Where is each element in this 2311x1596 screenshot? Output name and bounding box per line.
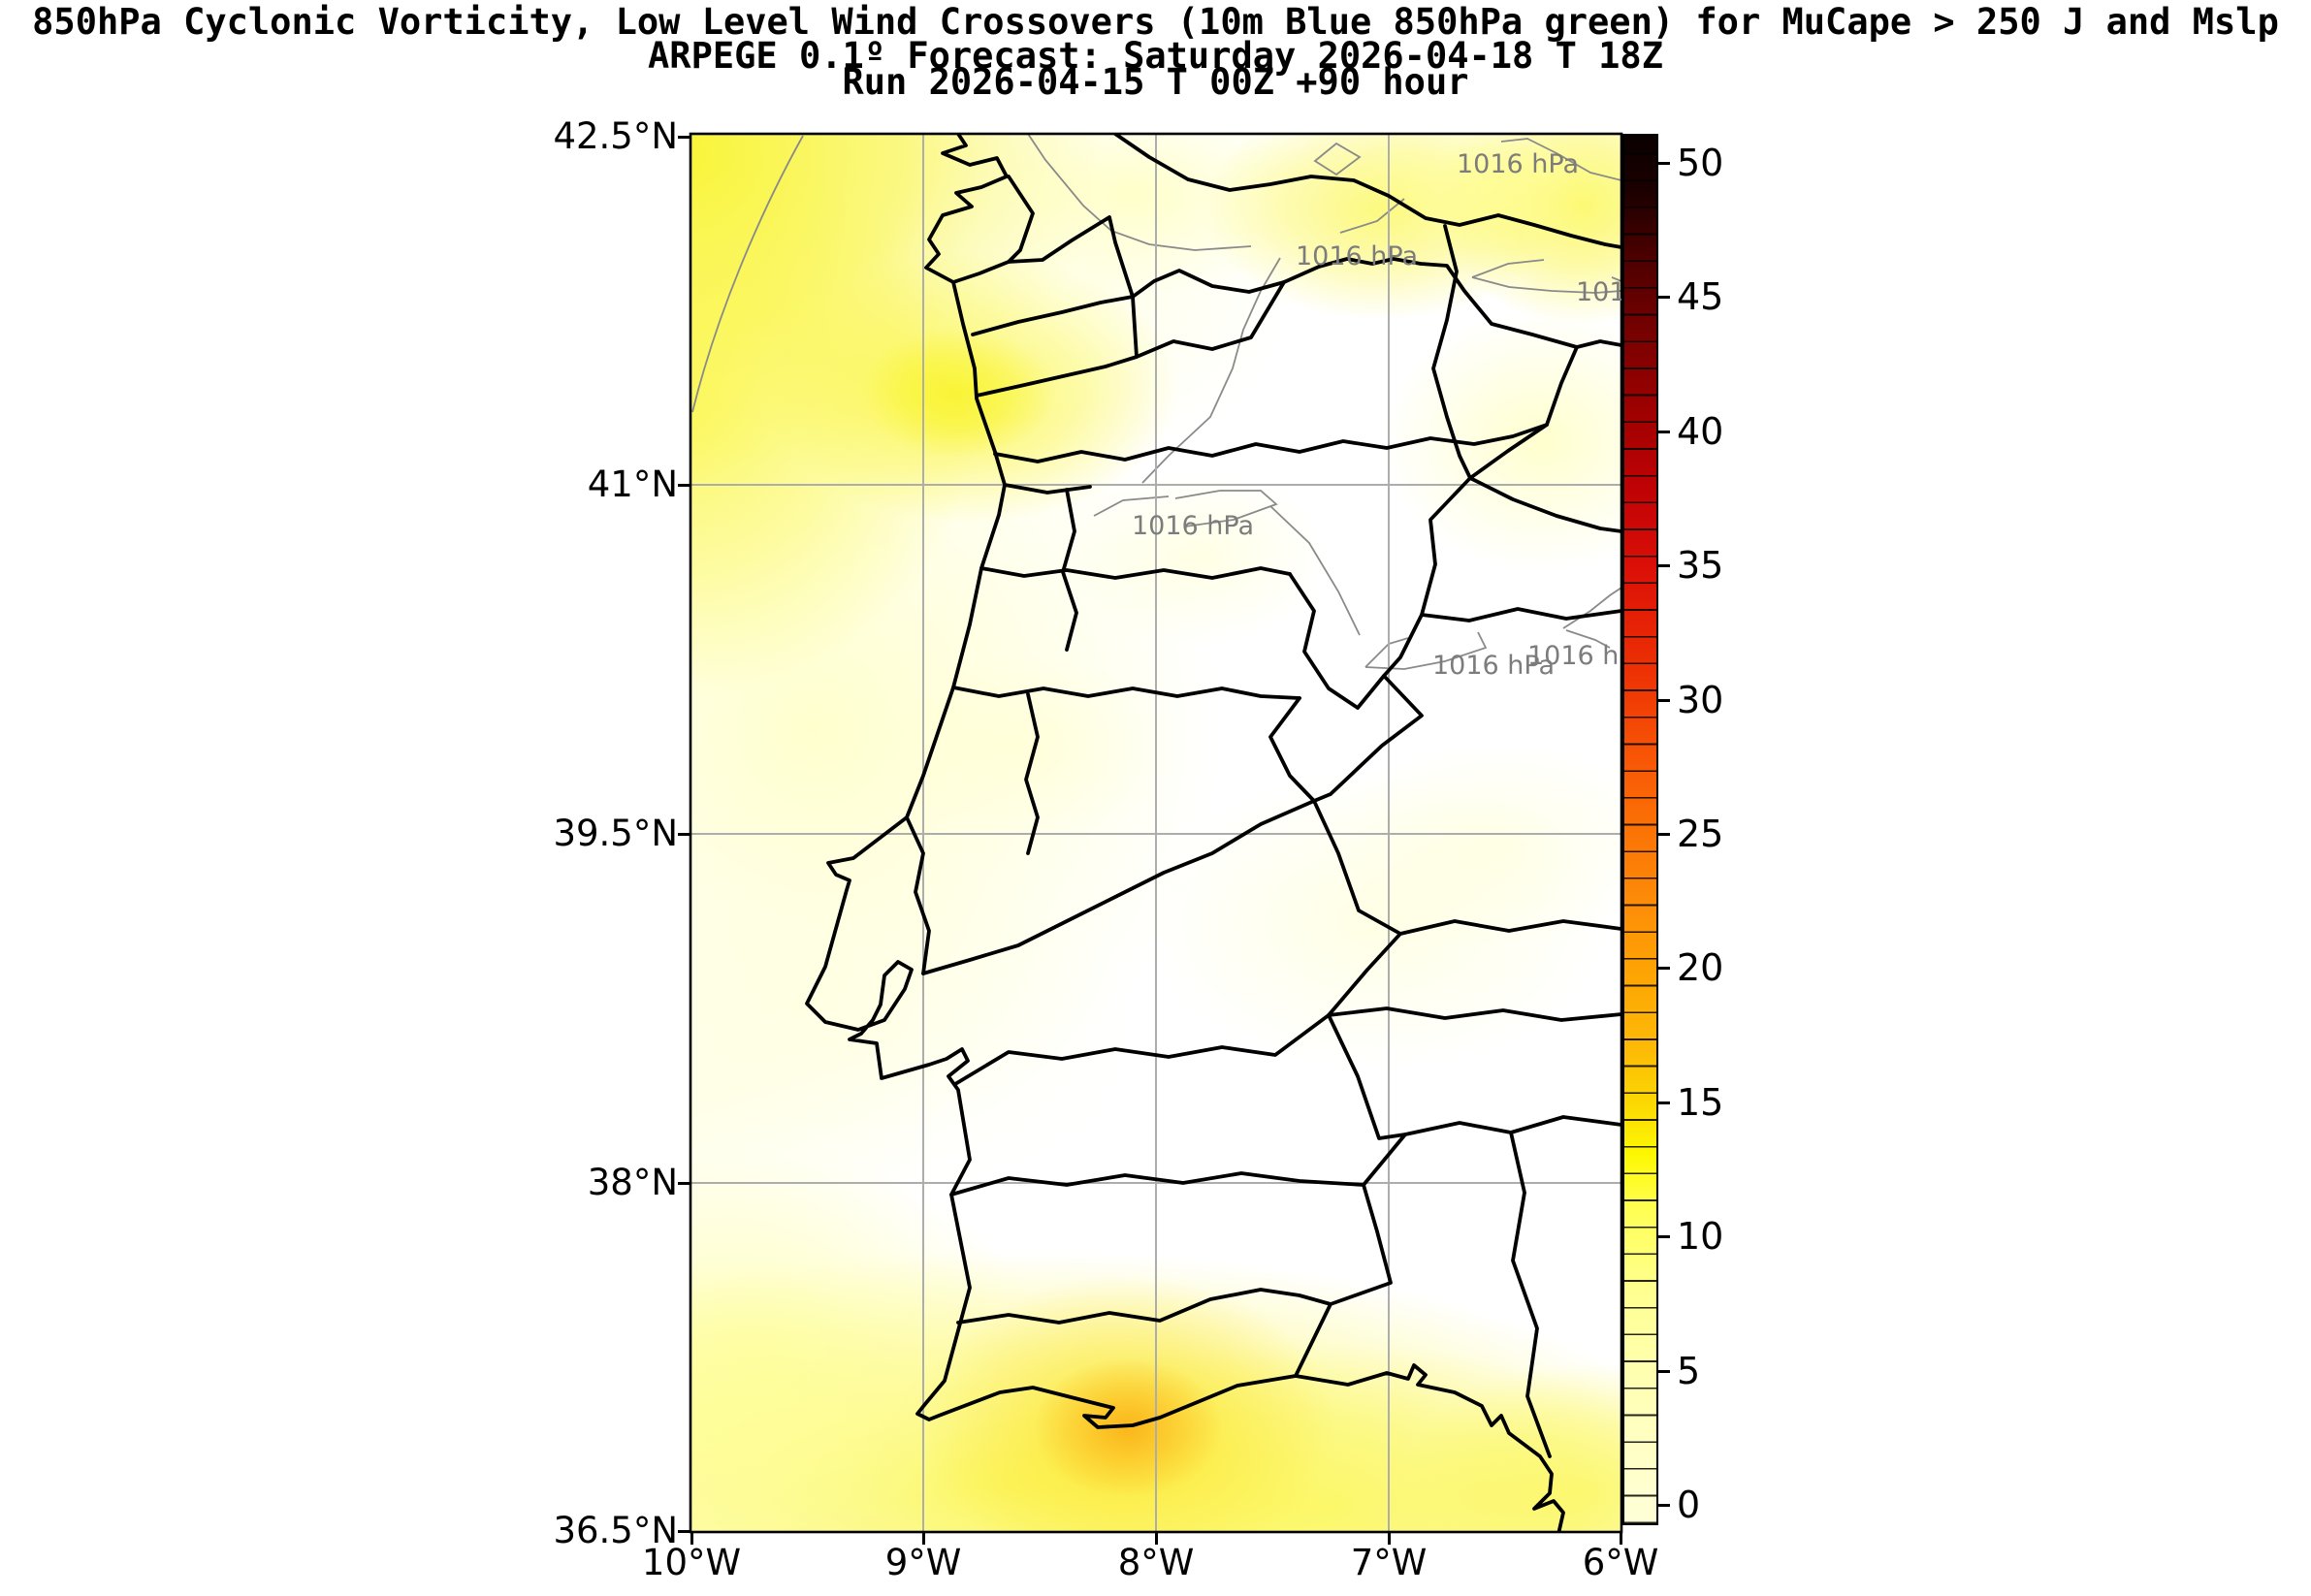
province-boundary <box>1113 134 1621 249</box>
colorbar-tick-mark <box>1658 430 1670 433</box>
chart-subtitle: ARPEGE 0.1º Forecast: Saturday 2026-04-1… <box>648 35 1663 77</box>
portugal-spain-border <box>951 215 1579 1378</box>
x-tick-mark <box>1387 1532 1391 1545</box>
district-boundary <box>1268 696 1316 803</box>
district-boundary <box>971 295 1135 336</box>
district-boundary <box>921 799 1316 975</box>
colorbar-tick-label: 40 <box>1677 410 1724 453</box>
x-tick-mark <box>921 1532 925 1545</box>
colorbar-tick-label: 0 <box>1677 1484 1701 1526</box>
colorbar-tick-mark <box>1658 1369 1670 1373</box>
coastline-and-boundaries <box>805 134 1621 1532</box>
chart-run-info: Run 2026-04-15 T 00Z +90 hour <box>842 61 1469 103</box>
colorbar-tick-label: 50 <box>1677 142 1724 184</box>
y-tick-mark <box>678 832 690 836</box>
colorbar-tick-mark <box>1658 161 1670 165</box>
province-boundary <box>1007 175 1035 264</box>
province-boundary <box>1398 919 1621 936</box>
colorbar-tick-label: 5 <box>1677 1350 1701 1392</box>
x-tick-mark <box>1619 1532 1622 1545</box>
province-boundary <box>1468 476 1621 533</box>
x-tick-label: 9°W <box>884 1542 962 1583</box>
y-tick-label: 36.5°N <box>553 1510 678 1551</box>
colorbar-tick-mark <box>1658 1234 1670 1238</box>
district-boundary <box>949 1171 1365 1197</box>
province-boundary <box>1431 224 1472 480</box>
province-boundary <box>1420 607 1621 622</box>
y-tick-mark <box>678 1529 690 1533</box>
district-boundary <box>1288 572 1386 710</box>
province-boundary <box>1575 339 1621 349</box>
colorbar-tick-mark <box>1658 1101 1670 1104</box>
colorbar-tick-mark <box>1658 295 1670 299</box>
colorbar-tick-mark <box>1658 832 1670 836</box>
colorbar-tick-mark <box>1658 563 1670 567</box>
district-boundary <box>975 295 1139 398</box>
colorbar-tick-label: 20 <box>1677 946 1724 989</box>
colorbar-tick-mark <box>1658 698 1670 702</box>
x-tick-label: 10°W <box>641 1542 742 1583</box>
isobar-label: 1016 hPa <box>1576 277 1621 307</box>
y-tick-mark <box>678 1181 690 1185</box>
district-boundary <box>1024 692 1040 855</box>
chart-title: 850hPa Cyclonic Vorticity, Low Level Win… <box>32 1 2279 43</box>
district-boundary <box>979 566 1292 580</box>
province-boundary <box>1509 1131 1552 1458</box>
colorbar-tick-mark <box>1658 1503 1670 1507</box>
y-tick-label: 38°N <box>587 1162 678 1203</box>
district-boundary <box>956 1288 1332 1325</box>
colorbar-tick-label: 15 <box>1677 1081 1724 1124</box>
colorbar <box>1622 134 1658 1525</box>
x-tick-label: 8°W <box>1117 1542 1195 1583</box>
x-tick-label: 6°W <box>1582 1542 1659 1583</box>
coastline <box>805 134 1565 1532</box>
isobar-label: 1016 hPa <box>1132 511 1255 541</box>
colorbar-tick-label: 35 <box>1677 544 1724 587</box>
colorbar-tick-label: 25 <box>1677 813 1724 855</box>
district-boundary <box>1135 280 1286 359</box>
district-boundary <box>993 423 1549 463</box>
y-tick-mark <box>678 483 690 487</box>
colorbar-tick-label: 10 <box>1677 1215 1724 1258</box>
x-tick-label: 7°W <box>1350 1542 1428 1583</box>
y-tick-label: 41°N <box>587 463 678 505</box>
district-boundary <box>1003 483 1092 495</box>
isobar-label: 1016 hPa <box>1296 241 1419 271</box>
mslp-isobar-contours <box>691 134 1621 670</box>
colorbar-tick-mark <box>1658 966 1670 970</box>
y-tick-label: 39.5°N <box>553 813 678 854</box>
isobar-label: 1016 hPa <box>1432 651 1556 681</box>
colorbar-segment-lines <box>1624 136 1656 1523</box>
colorbar-tick-label: 30 <box>1677 679 1724 721</box>
x-tick-mark <box>1154 1532 1158 1545</box>
isobar-label: 1016 hPa <box>1527 641 1621 671</box>
x-tick-mark <box>690 1532 693 1545</box>
province-boundary <box>1327 1006 1621 1022</box>
district-boundary <box>905 815 931 975</box>
y-tick-mark <box>678 135 690 139</box>
y-tick-label: 42.5°N <box>553 115 678 157</box>
district-boundary <box>951 686 1301 700</box>
colorbar-tick-label: 45 <box>1677 275 1724 318</box>
grid-lines <box>690 134 1621 1532</box>
district-boundary <box>953 1013 1331 1086</box>
isobar-label: 1016 hPa <box>1457 149 1580 179</box>
